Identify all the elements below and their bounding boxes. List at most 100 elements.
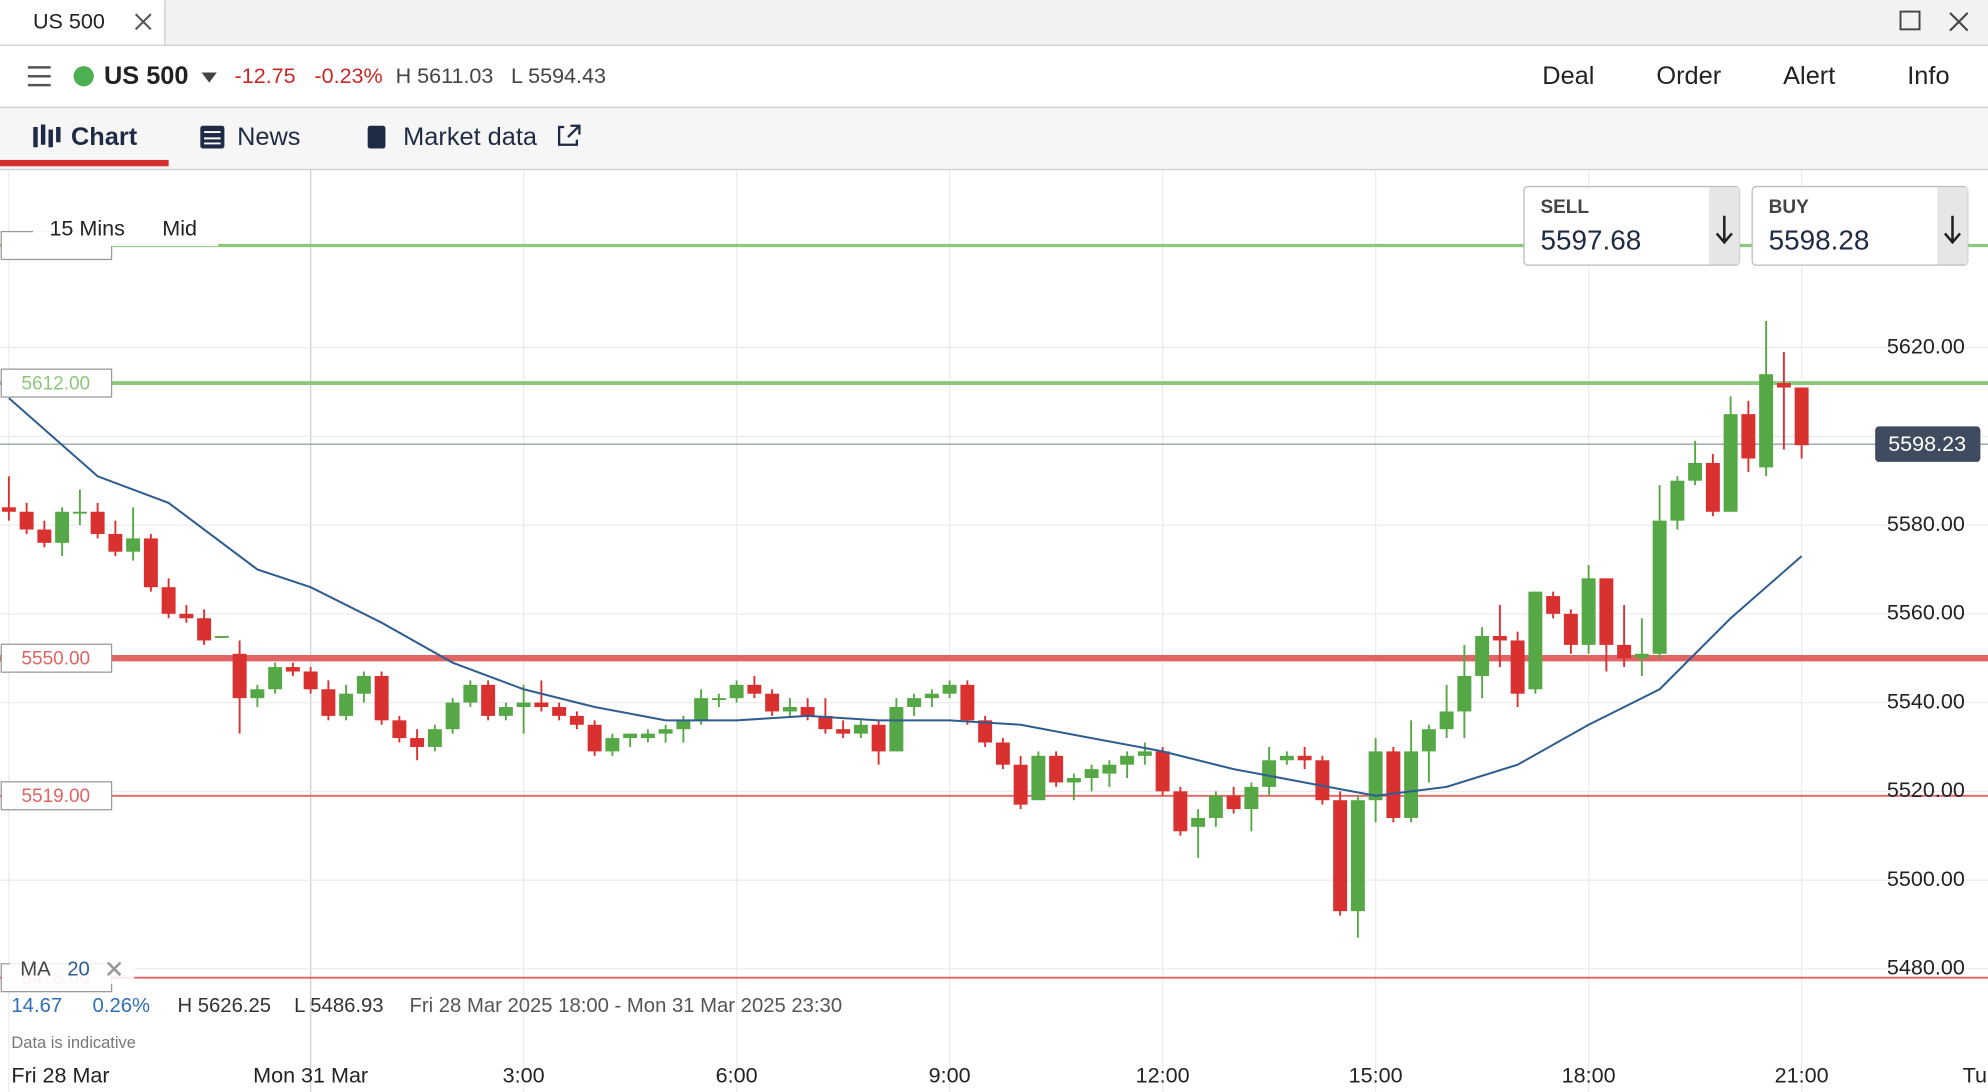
ma-label: MA (20, 958, 51, 980)
candle-body (321, 689, 336, 716)
candle-body (285, 667, 300, 672)
order[interactable]: Order (1656, 62, 1721, 90)
candle-body (1, 507, 16, 512)
y-tick-label: 5620.00 (1887, 333, 1965, 358)
candle-body (161, 587, 176, 614)
candle-body (623, 733, 638, 739)
sell-arrow (1715, 215, 1733, 245)
title-bar (0, 0, 1988, 45)
candle-body (1262, 760, 1277, 787)
interval[interactable]: 15 Mins (49, 215, 124, 240)
level-label: 5550.00 (21, 648, 90, 669)
interval-box (32, 210, 219, 247)
tab[interactable] (0, 0, 165, 46)
candle-body (516, 702, 531, 708)
candle-body (19, 511, 34, 530)
tab-market-data[interactable]: Market data (403, 123, 538, 151)
candle-body (765, 693, 780, 712)
tab-chart[interactable]: Chart (71, 123, 138, 151)
candle-body (1368, 751, 1383, 801)
candle-body (445, 702, 460, 730)
candle-body (1776, 383, 1791, 388)
candle-body (729, 684, 744, 699)
candle-body (1705, 462, 1720, 512)
ma-remove[interactable] (106, 961, 122, 977)
candle-body (800, 707, 815, 716)
x-tick-label: 6:00 (716, 1062, 758, 1087)
candle-body (1599, 578, 1614, 645)
maximize[interactable] (1899, 10, 1921, 31)
candle-body (1581, 578, 1596, 645)
candle-body (1208, 795, 1223, 818)
candle-body (1350, 800, 1365, 912)
tab-news[interactable]: News (237, 123, 300, 151)
candle-body (1404, 751, 1419, 818)
candle-body (995, 742, 1010, 765)
x-tick-label: Tu (1963, 1062, 1987, 1087)
candle-body (143, 538, 158, 588)
candle-body (126, 538, 141, 552)
candle-body (960, 684, 975, 721)
candle-body (1457, 675, 1472, 712)
candle-body (1049, 755, 1064, 783)
candle-body (37, 529, 52, 543)
price-type[interactable]: Mid (162, 215, 197, 240)
y-tick-label: 5540.00 (1887, 688, 1965, 713)
level-label: 5519.00 (21, 786, 90, 807)
active-tab-indicator (0, 159, 169, 167)
candle-body (392, 720, 407, 739)
overlay: Fri 28 Mar Mon 31 Mar 3:00 6:00 9:00 12:00 15:… (10, 185, 1987, 1087)
candle-body (197, 618, 212, 641)
y-tick-label: 5580.00 (1887, 511, 1965, 536)
x-tick-label: 18:00 (1562, 1062, 1616, 1087)
candle-body (1741, 414, 1756, 459)
candle-body (232, 653, 247, 699)
close-window[interactable] (1949, 12, 1969, 32)
candle-body (1013, 764, 1028, 805)
candle-body (1492, 636, 1507, 641)
candle-body (1137, 751, 1152, 756)
y-tick-label: 5560.00 (1887, 600, 1965, 625)
candle-body (268, 667, 283, 690)
candle-body (1279, 755, 1294, 761)
candle-body (1102, 764, 1117, 774)
candle-body (1475, 636, 1490, 676)
candle-body (552, 707, 567, 716)
y-tick-label: 5520.00 (1887, 777, 1965, 802)
stat-high: H 5626.25 (177, 995, 271, 1017)
candle-body (1546, 596, 1561, 614)
x-tick-label: 12:00 (1136, 1062, 1190, 1087)
x-tick-label: 15:00 (1349, 1062, 1403, 1087)
candle-body (694, 698, 709, 721)
stat-change-pct: 0.26% (93, 995, 150, 1017)
candle-body (303, 671, 318, 690)
instrument[interactable]: US 500 (104, 62, 189, 90)
candle-body (1528, 591, 1543, 690)
change: -12.75 (235, 63, 296, 88)
low: L 5594.43 (511, 63, 606, 88)
level-tag (0, 643, 113, 673)
candle-body (1191, 817, 1206, 827)
candle-body (1563, 613, 1578, 645)
candle-body (1386, 751, 1401, 818)
level-label: 5612.00 (21, 373, 90, 394)
tab-title: US 500 (33, 9, 105, 34)
candle-body (1759, 374, 1774, 468)
candle-body (1688, 462, 1703, 481)
candle-body (410, 738, 425, 747)
instrument-caret[interactable] (201, 72, 217, 83)
candle-body (534, 702, 549, 708)
candle-body (676, 720, 691, 730)
candle-body (1155, 751, 1170, 792)
info[interactable]: Info (1907, 62, 1949, 90)
buy-label: BUY (1769, 197, 1809, 218)
sell-label: SELL (1540, 197, 1589, 218)
deal[interactable]: Deal (1542, 62, 1594, 90)
alert[interactable]: Alert (1783, 62, 1835, 90)
tab-close[interactable] (134, 13, 152, 31)
candle-body (463, 684, 478, 703)
menu[interactable] (27, 66, 51, 87)
candle-body (250, 689, 265, 699)
candle-body (747, 684, 762, 694)
candle-body (1084, 769, 1099, 779)
